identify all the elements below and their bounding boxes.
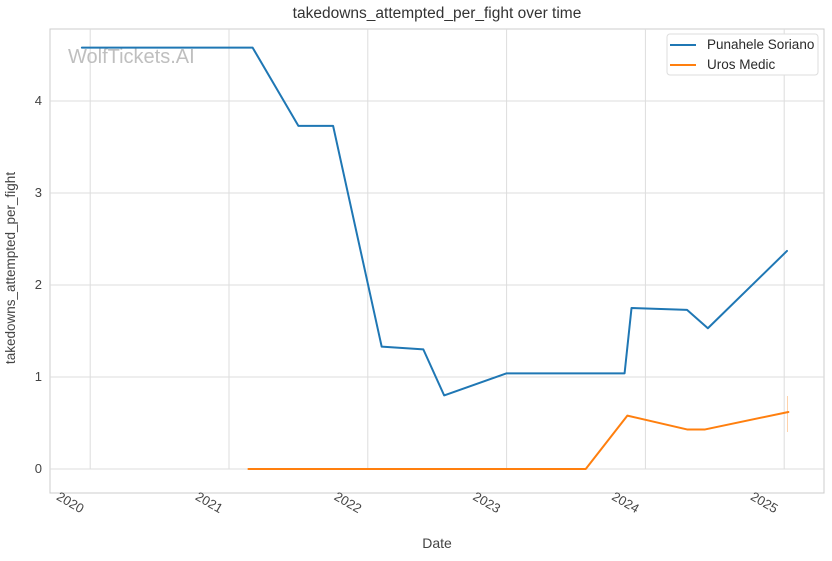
svg-text:3: 3 [35,185,42,200]
svg-text:Uros Medic: Uros Medic [707,57,776,72]
svg-text:Punahele Soriano: Punahele Soriano [707,37,814,52]
svg-text:takedowns_attempted_per_fight: takedowns_attempted_per_fight [3,172,18,364]
svg-text:2: 2 [35,277,42,292]
svg-text:1: 1 [35,369,42,384]
svg-text:WolfTickets.AI: WolfTickets.AI [68,46,195,68]
svg-text:Date: Date [422,535,452,551]
svg-text:0: 0 [35,461,42,476]
svg-text:4: 4 [35,93,42,108]
